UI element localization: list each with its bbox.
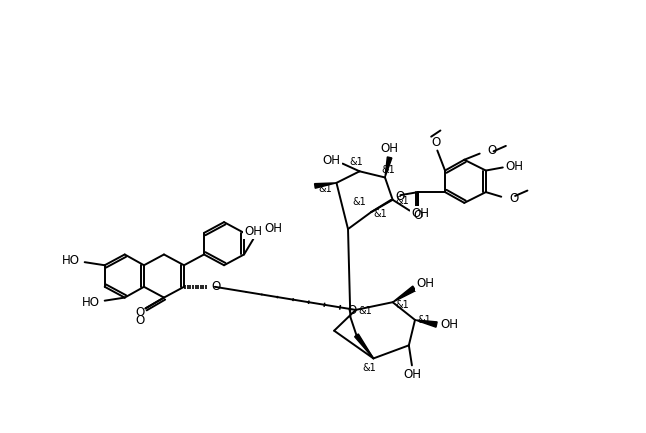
Text: O: O <box>413 210 422 223</box>
Text: OH: OH <box>412 207 430 220</box>
Text: O: O <box>431 136 441 149</box>
Text: O: O <box>395 190 404 203</box>
Polygon shape <box>385 157 392 178</box>
Text: &1: &1 <box>373 209 387 219</box>
Text: &1: &1 <box>381 165 395 175</box>
Text: &1: &1 <box>358 307 372 317</box>
Text: O: O <box>212 280 221 293</box>
Text: HO: HO <box>62 254 80 267</box>
Text: OH: OH <box>323 154 341 167</box>
Text: O: O <box>509 192 518 205</box>
Polygon shape <box>355 334 373 359</box>
Text: &1: &1 <box>352 197 366 207</box>
Text: O: O <box>487 144 497 157</box>
Text: &1: &1 <box>395 196 409 207</box>
Text: &1: &1 <box>319 184 333 194</box>
Text: HO: HO <box>82 297 100 310</box>
Text: &1: &1 <box>362 363 377 373</box>
Text: OH: OH <box>264 222 282 235</box>
Text: &1: &1 <box>395 301 409 310</box>
Text: &1: &1 <box>349 157 363 167</box>
Text: OH: OH <box>244 225 262 238</box>
Text: OH: OH <box>416 277 434 290</box>
Polygon shape <box>393 286 415 302</box>
Text: OH: OH <box>403 368 421 381</box>
Text: O: O <box>136 314 145 327</box>
Polygon shape <box>415 320 437 327</box>
Text: OH: OH <box>440 318 458 331</box>
Text: O: O <box>136 307 145 320</box>
Text: OH: OH <box>380 142 399 155</box>
Text: &1: &1 <box>417 315 431 325</box>
Text: O: O <box>348 304 357 317</box>
Polygon shape <box>315 183 337 188</box>
Text: OH: OH <box>505 160 523 173</box>
